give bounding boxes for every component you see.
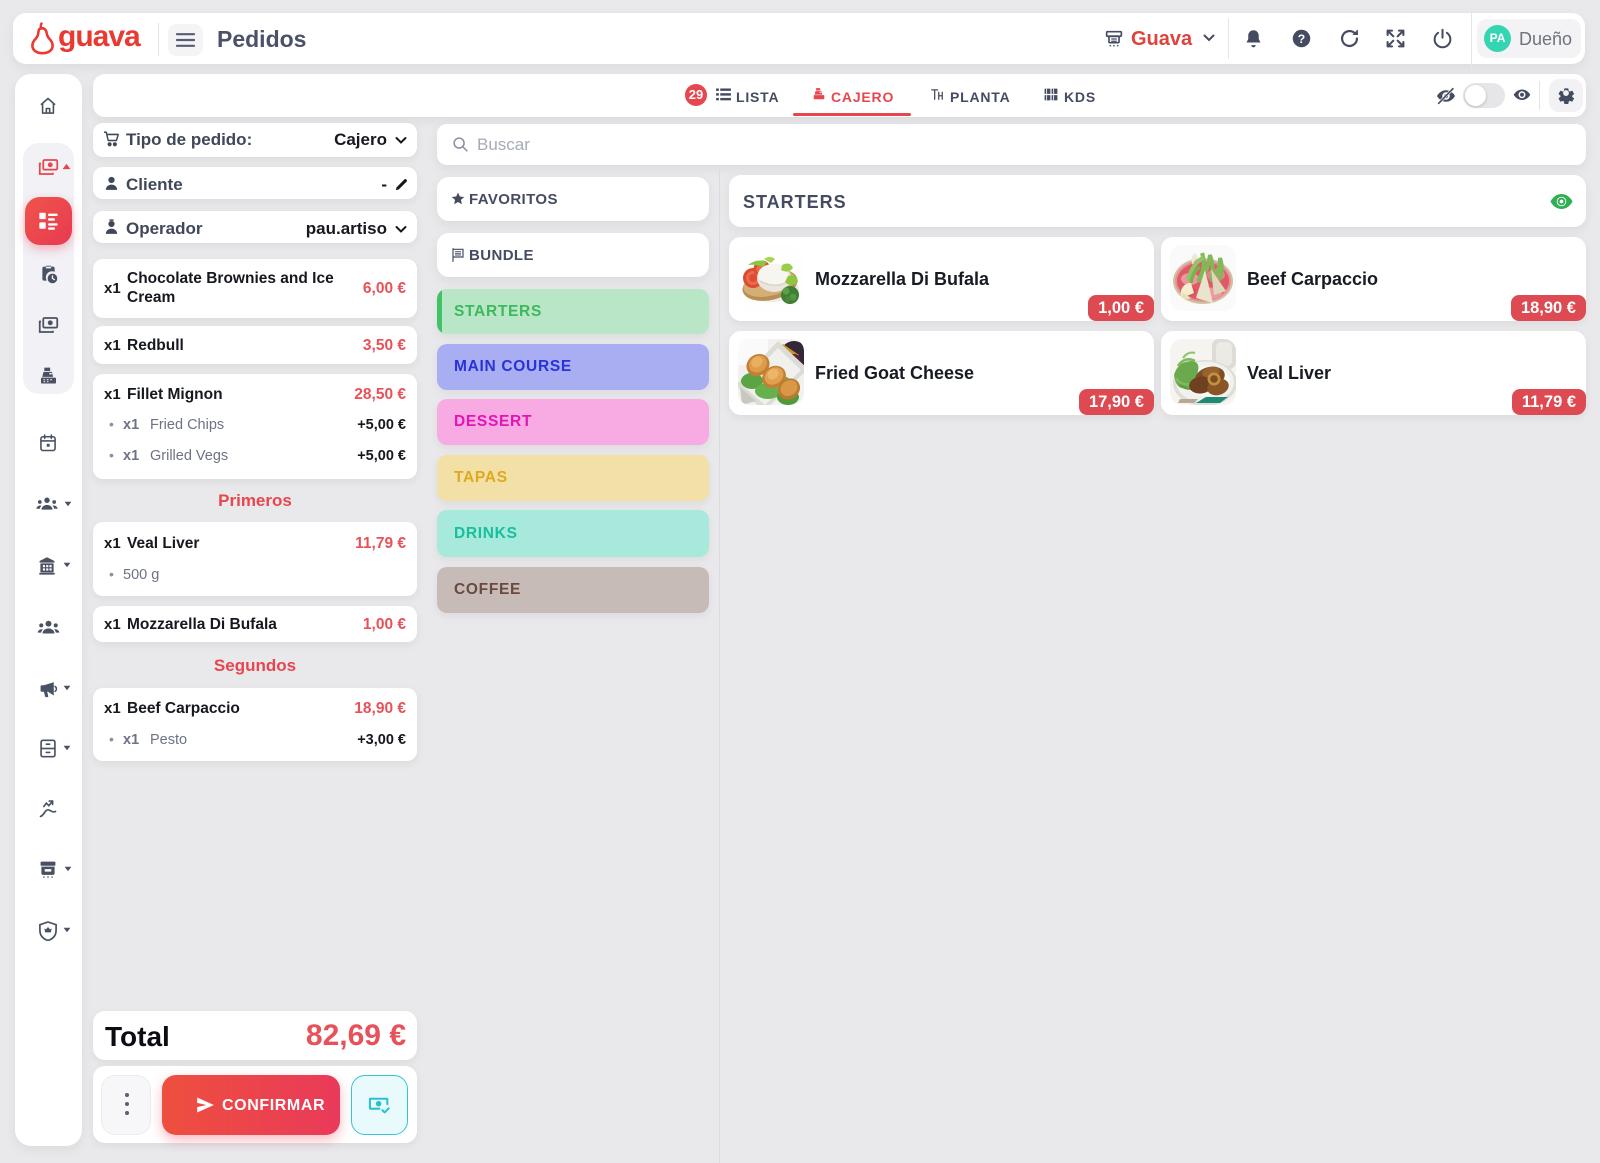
svg-text:?: ? bbox=[1298, 32, 1305, 46]
